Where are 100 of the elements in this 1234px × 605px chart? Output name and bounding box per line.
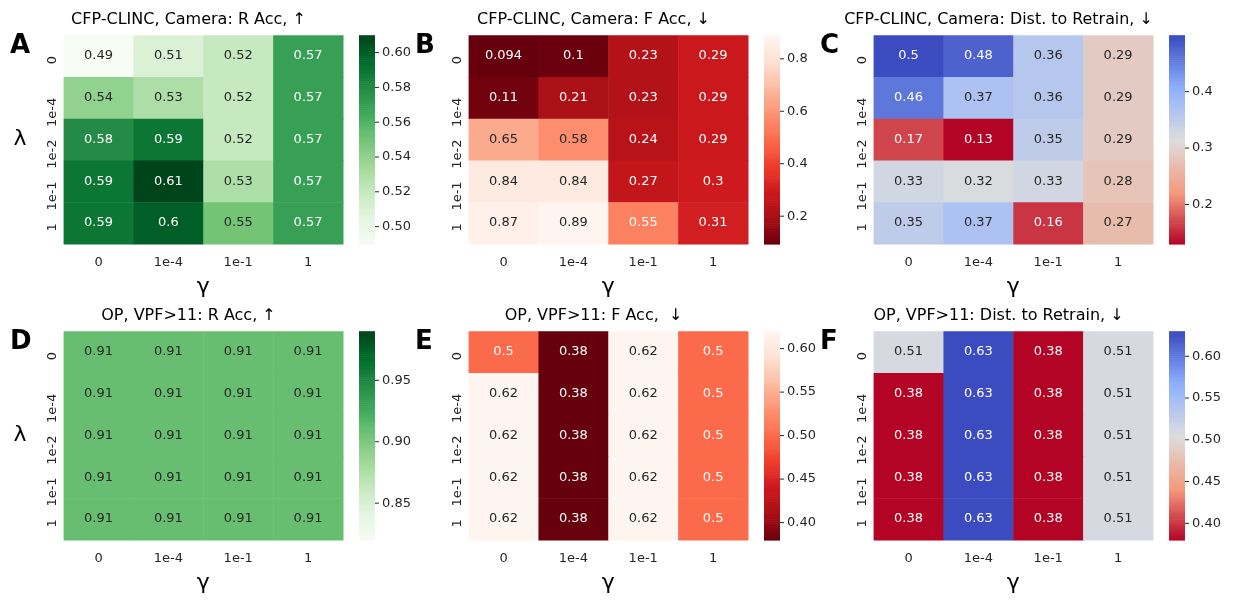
x-axis-title: γ xyxy=(196,272,210,298)
data-label: 0.36 xyxy=(1033,47,1063,63)
data-label: 0.27 xyxy=(628,172,658,188)
x-tick-label: 1 xyxy=(1113,550,1123,566)
data-label: 0.84 xyxy=(489,172,518,188)
data-label: 0.3 xyxy=(702,172,724,188)
data-label: 0.91 xyxy=(153,510,183,526)
color-bar-label: 0.58 xyxy=(382,78,411,94)
data-label: 0.55 xyxy=(223,214,253,230)
data-label: 0.51 xyxy=(1103,468,1133,484)
data-label: 0.51 xyxy=(1103,385,1133,401)
data-label: 0.57 xyxy=(293,214,323,230)
x-tick-label: 1e-1 xyxy=(223,254,253,270)
color-bar-label: 0.4 xyxy=(1192,83,1213,99)
data-label: 0.13 xyxy=(963,130,993,146)
x-tick-label: 1e-4 xyxy=(558,254,588,270)
x-tick-label: 1e-1 xyxy=(628,550,658,566)
data-label: 0.31 xyxy=(698,214,728,230)
color-bar-label: 0.56 xyxy=(382,113,411,129)
y-tick-label: 0 xyxy=(43,352,59,361)
data-label: 0.23 xyxy=(628,89,658,105)
text: F xyxy=(820,324,838,355)
color-bar-label: 0.6 xyxy=(787,102,808,118)
data-label: 0.29 xyxy=(1103,130,1133,146)
color-bar-label: 0.4 xyxy=(787,155,808,171)
color-bar-label: 0.52 xyxy=(382,183,411,199)
x-axis-title: γ xyxy=(196,568,210,594)
x-tick-label: 0 xyxy=(499,550,508,566)
data-label: 0.91 xyxy=(84,343,113,359)
y-tick-label: 1 xyxy=(43,519,59,528)
y-tick-label: 1 xyxy=(448,223,464,232)
data-label: 0.58 xyxy=(84,130,113,146)
data-label: 0.29 xyxy=(698,89,728,105)
x-tick-label: 1e-4 xyxy=(558,550,588,566)
data-label: 0.52 xyxy=(223,130,253,146)
data-label: 0.91 xyxy=(223,510,253,526)
data-label: 0.91 xyxy=(153,468,183,484)
data-label: 0.38 xyxy=(1033,426,1063,442)
data-label: 0.5 xyxy=(898,47,919,63)
data-label: 0.62 xyxy=(489,385,518,401)
data-label: 0.38 xyxy=(894,426,923,442)
data-label: 0.57 xyxy=(293,89,323,105)
data-label: 0.57 xyxy=(293,47,323,63)
x-tick-label: 1 xyxy=(303,550,313,566)
data-label: 0.84 xyxy=(558,172,588,188)
x-tick-label: 1e-4 xyxy=(153,550,183,566)
data-label: 0.54 xyxy=(84,89,113,105)
y-tick-label: 1e-2 xyxy=(43,435,59,465)
data-label: 0.38 xyxy=(1033,385,1063,401)
data-label: 0.59 xyxy=(84,214,113,230)
data-label: 0.32 xyxy=(963,172,993,188)
data-label: 0.52 xyxy=(223,89,253,105)
data-label: 0.62 xyxy=(628,426,658,442)
color-bar-label: 0.90 xyxy=(382,433,411,449)
data-label: 0.62 xyxy=(628,468,658,484)
color-bar-label: 0.8 xyxy=(787,50,808,66)
chart-title: CFP-CLINC, Camera: F Acc, ↓ xyxy=(477,8,710,28)
data-label: 0.35 xyxy=(1033,130,1063,146)
data-label: 0.63 xyxy=(963,343,993,359)
data-label: 0.29 xyxy=(1103,47,1133,63)
color-bar-label: 0.60 xyxy=(1192,347,1221,363)
data-label: 0.29 xyxy=(1103,89,1133,105)
color-bar-label: 0.85 xyxy=(382,494,411,510)
data-label: 0.33 xyxy=(894,172,923,188)
x-tick-label: 1e-1 xyxy=(223,550,253,566)
data-label: 0.38 xyxy=(558,385,588,401)
data-label: 0.53 xyxy=(153,89,183,105)
data-label: 0.55 xyxy=(628,214,658,230)
data-label: 0.38 xyxy=(1033,468,1063,484)
data-label: 0.91 xyxy=(84,468,113,484)
data-label: 0.51 xyxy=(1103,510,1133,526)
y-tick-label: 1e-1 xyxy=(43,181,59,211)
data-label: 0.5 xyxy=(702,510,724,526)
color-bar-label: 0.55 xyxy=(787,383,816,399)
data-label: 0.6 xyxy=(158,214,179,230)
y-tick-label: 1e-2 xyxy=(43,139,59,169)
x-axis-title: γ xyxy=(1006,568,1020,594)
data-label: 0.57 xyxy=(293,172,323,188)
data-label: 0.91 xyxy=(223,426,253,442)
y-tick-label: 0 xyxy=(448,352,464,361)
data-label: 0.37 xyxy=(963,89,993,105)
data-label: 0.23 xyxy=(628,47,658,63)
x-axis-title: γ xyxy=(601,568,615,594)
color-bar-label: 0.60 xyxy=(382,43,411,59)
text: A xyxy=(10,28,31,59)
chart-title: OP, VPF>11: Dist. to Retrain, ↓ xyxy=(873,304,1124,324)
y-tick-label: 0 xyxy=(853,352,869,361)
data-label: 0.51 xyxy=(894,343,923,359)
data-label: 0.62 xyxy=(628,343,658,359)
data-label: 0.5 xyxy=(702,343,724,359)
data-label: 0.63 xyxy=(963,468,993,484)
data-label: 0.5 xyxy=(493,343,514,359)
y-tick-label: 1e-1 xyxy=(853,477,869,507)
data-label: 0.27 xyxy=(1103,214,1133,230)
y-tick-label: 1e-2 xyxy=(448,435,464,465)
data-label: 0.89 xyxy=(558,214,588,230)
data-label: 0.91 xyxy=(84,510,113,526)
x-tick-label: 1e-1 xyxy=(1033,550,1063,566)
x-tick-label: 0 xyxy=(94,550,103,566)
data-label: 0.59 xyxy=(153,130,183,146)
